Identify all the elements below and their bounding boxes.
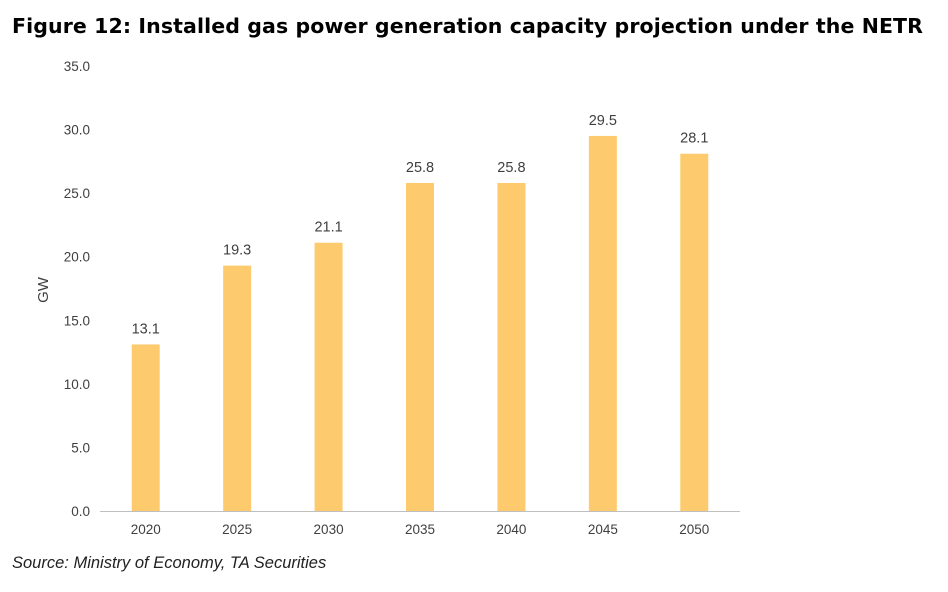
source-note: Source: Ministry of Economy, TA Securiti… [12,554,327,572]
y-tick-label: 20.0 [64,250,90,265]
bar-2040 [497,182,526,511]
data-label-2050: 28.1 [680,131,708,147]
data-label-2035: 25.8 [406,160,434,176]
data-label-2045: 29.5 [589,113,617,129]
y-tick-label: 0.0 [71,504,90,519]
bar-2050 [680,153,709,511]
bar-2030 [314,242,343,511]
data-label-2025: 19.3 [223,243,251,259]
bar-2020 [131,344,160,511]
bars [131,135,709,511]
y-tick-label: 10.0 [64,377,90,392]
bar-2035 [406,182,434,511]
y-tick-label: 30.0 [64,123,90,138]
x-tick-label-2030: 2030 [314,522,344,537]
x-tick-label-2040: 2040 [496,522,526,537]
x-tick-label-2045: 2045 [588,522,618,537]
data-label-2040: 25.8 [497,160,525,176]
bar-2025 [223,265,252,511]
data-label-2030: 21.1 [314,220,342,236]
x-tick-label-2035: 2035 [405,522,435,537]
y-tick-label: 15.0 [64,313,90,328]
bar-2045 [588,135,617,511]
y-tick-label: 5.0 [71,440,90,455]
x-tick-label-2025: 2025 [222,522,252,537]
bar-chart: 0.05.010.015.020.025.030.035.0 GW 2020 20… [35,59,740,537]
data-labels: 13.1 19.3 21.1 25.8 25.8 29.5 28.1 [132,113,709,338]
data-label-2020: 13.1 [132,321,160,337]
figure-title: Figure 12: Installed gas power generatio… [12,14,924,38]
y-axis-ticks: 0.0 5.0 10.0 15.0 20.0 25.0 30.0 35.0 [64,59,90,519]
y-tick-label: 35.0 [64,59,90,74]
y-tick-label: 25.0 [64,186,90,201]
x-tick-label-2020: 2020 [131,522,161,537]
x-tick-label-2050: 2050 [679,522,709,537]
x-axis-ticks: 2020 2025 2030 2035 2040 2045 2050 [131,522,710,537]
y-axis-label: GW [35,276,52,303]
